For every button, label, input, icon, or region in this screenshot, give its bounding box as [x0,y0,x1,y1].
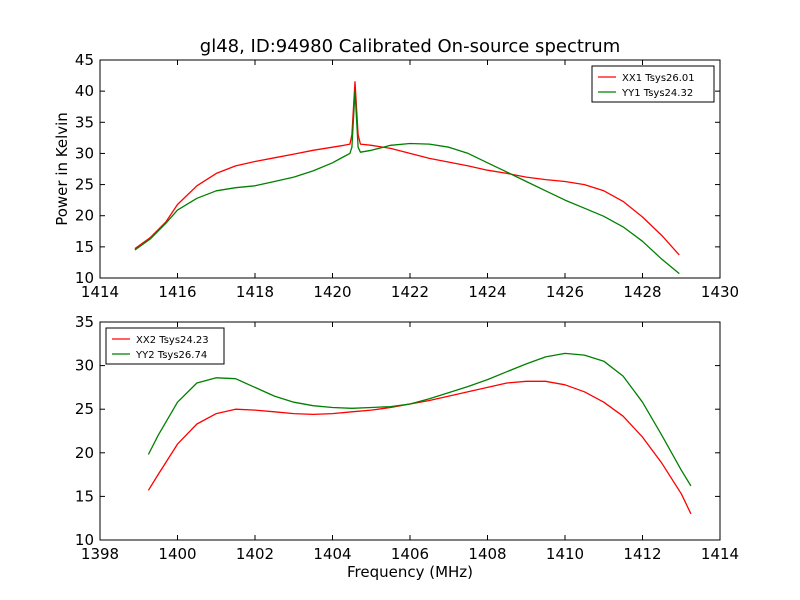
bottom-y-tick-label: 25 [75,400,94,418]
bottom-panel: 1398 1400 1402 1404 1406 1408 1410 1412 1414 10 15… [75,313,739,563]
top-legend: XX1 Tsys26.01 YY1 Tsys24.32 [591,65,715,103]
bottom-legend-box [105,327,225,365]
top-x-tick-label: 1430 [701,283,739,301]
top-y-tick-label: 10 [75,269,94,287]
top-x-tick-label: 1424 [468,283,506,301]
top-y-tick-label: 15 [75,238,94,256]
top-y-tick-label: 40 [75,82,94,100]
top-x-tick-label: 1422 [391,283,429,301]
top-y-tick-label: 45 [75,51,94,69]
top-y-tick-label: 35 [75,113,94,131]
top-x-tick-label: 1416 [158,283,196,301]
bottom-y-tick-label: 30 [75,357,94,375]
bottom-x-tick-label: 1408 [468,545,506,563]
top-series-line-1 [134,81,680,256]
bottom-legend: XX2 Tsys24.23 YY2 Tsys26.74 [105,327,225,365]
bottom-legend-label: XX2 Tsys24.23 [136,335,209,346]
bottom-y-tick-label: 10 [75,531,94,549]
bottom-x-tick-label: 1410 [546,545,584,563]
top-legend-label: XX1 Tsys26.01 [622,73,695,84]
top-legend-box [591,65,715,103]
x-axis-label: Frequency (MHz) [347,563,473,581]
bottom-x-tick-label: 1406 [391,545,429,563]
chart-title: gl48, ID:94980 Calibrated On-source spec… [200,36,620,57]
bottom-x-tick-label: 1402 [236,545,274,563]
bottom-series-line-2 [147,352,692,487]
top-y-tick-label: 25 [75,176,94,194]
top-y-tick-label: 20 [75,207,94,225]
top-y-tick-label: 30 [75,144,94,162]
bottom-x-tick-label: 1412 [623,545,661,563]
bottom-y-tick-label: 35 [75,313,94,331]
bottom-legend-label: YY2 Tsys26.74 [135,350,207,361]
bottom-y-tick-label: 15 [75,487,94,505]
bottom-x-tick-label: 1400 [158,545,196,563]
top-panel: 1414 1416 1418 1420 1422 1424 1426 1428 1430 10 15… [75,51,739,301]
top-x-tick-label: 1418 [236,283,274,301]
top-x-tick-label: 1428 [623,283,661,301]
top-x-tick-label: 1426 [546,283,584,301]
bottom-x-tick-label: 1404 [313,545,351,563]
top-series-line-2 [134,90,680,275]
bottom-y-tick-label: 20 [75,444,94,462]
top-legend-label: YY1 Tsys24.32 [621,88,693,99]
bottom-x-tick-label: 1414 [701,545,739,563]
y-axis-label: Power in Kelvin [53,112,71,226]
top-x-tick-label: 1420 [313,283,351,301]
bottom-x-tick-label: 1398 [81,545,119,563]
bottom-series-line-1 [147,380,692,515]
top-x-tick-label: 1414 [81,283,119,301]
